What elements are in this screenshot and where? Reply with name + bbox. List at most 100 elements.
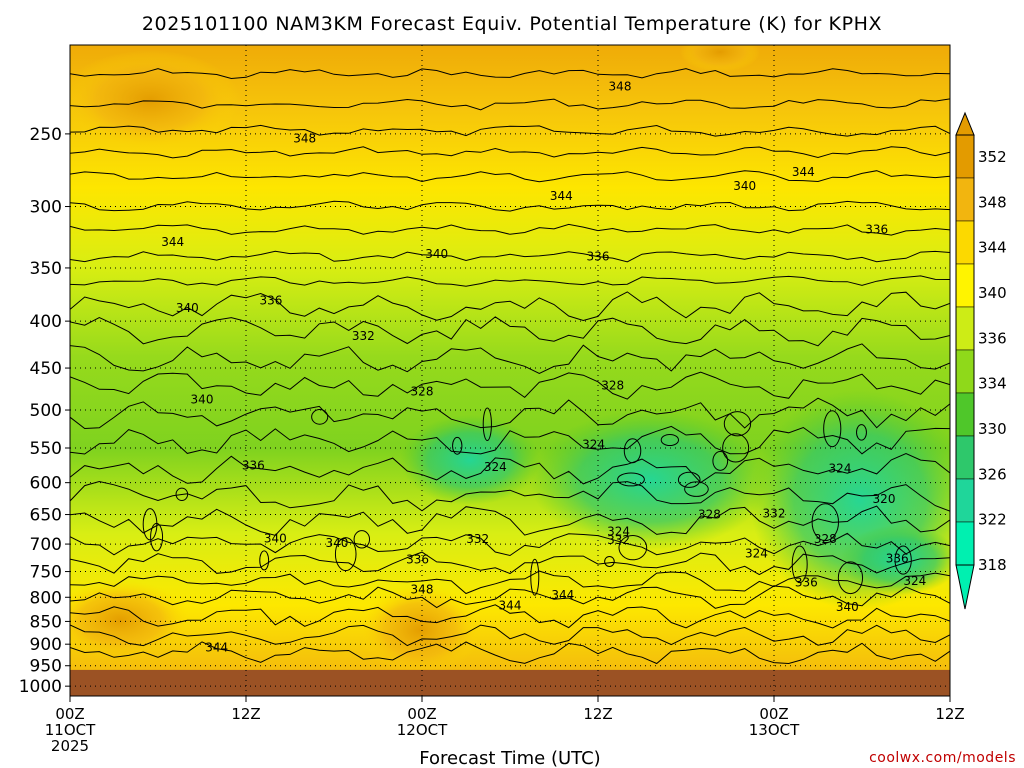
contour-label: 332 (607, 533, 630, 547)
y-tick-label: 450 (30, 359, 62, 379)
colorbar-segment (955, 349, 975, 394)
contour-label: 328 (814, 532, 837, 546)
credit-link[interactable]: coolwx.com/models (869, 750, 1016, 766)
y-tick-label: 250 (30, 125, 62, 145)
contour-label: 324 (903, 574, 926, 588)
contour-label: 340 (191, 393, 214, 407)
y-tick-label: 700 (30, 535, 62, 555)
colorbar-label: 334 (978, 375, 1007, 393)
contour-label: 328 (601, 378, 624, 392)
contour-label: 340 (176, 301, 199, 315)
contour-label: 340 (264, 531, 287, 545)
colorbar-segment (955, 392, 975, 437)
contour-line (70, 532, 950, 557)
contour-label: 344 (551, 588, 574, 602)
contour-line (70, 452, 950, 485)
contour-cell (259, 550, 270, 571)
contour-line (70, 250, 950, 263)
contour-line (70, 641, 950, 665)
colorbar-label: 336 (978, 329, 1007, 347)
contour-label: 332 (763, 506, 786, 520)
plot-area: 348 348 344 340 344 336 344 340 336 336 340 332 328 3… (70, 45, 950, 696)
contour-cell (482, 407, 492, 442)
contour-label: 344 (205, 640, 228, 654)
x-tick-label: 12Z (231, 705, 260, 723)
contour-label: 328 (698, 508, 721, 522)
contour-line (70, 570, 950, 595)
colorbar-segment (955, 306, 975, 351)
contour-cell (712, 451, 729, 471)
warm-region (70, 50, 240, 150)
contour-line (70, 371, 950, 400)
contour-label: 336 (795, 576, 818, 590)
contour-label: 336 (587, 249, 610, 263)
contour-cell (142, 508, 158, 541)
contour-label: 344 (499, 599, 522, 613)
contour-cell (660, 433, 680, 447)
contour-label: 340 (425, 247, 448, 261)
x-tick-label: 00Z (407, 705, 436, 723)
contour-label: 344 (792, 165, 815, 179)
contour-line (70, 425, 950, 455)
y-tick-label: 300 (30, 198, 62, 218)
contour-cell (791, 545, 808, 584)
contour-cell (837, 561, 864, 595)
contour-line (70, 200, 950, 212)
contour-label: 348 (411, 583, 434, 597)
contour-cell (311, 409, 329, 425)
contour-label: 336 (259, 294, 282, 308)
contour-lines (70, 68, 950, 665)
contour-cell (811, 503, 840, 542)
contour-line (70, 505, 950, 536)
y-tick-label: 400 (30, 312, 62, 332)
colorbar-segment (955, 478, 975, 523)
contour-line (70, 146, 950, 159)
x-tick-sublabel: 11OCT (45, 721, 96, 739)
ground (70, 669, 950, 696)
contour-cell (677, 471, 701, 488)
x-tick-label: 12Z (583, 705, 612, 723)
colorbar-segment (955, 263, 975, 308)
y-tick-label: 900 (30, 635, 62, 655)
cool-region (400, 415, 540, 505)
colorbar-frame (955, 134, 975, 566)
colorbar-label: 344 (978, 239, 1007, 257)
contour-label: 336 (865, 223, 888, 237)
contour-label: 340 (836, 600, 859, 614)
contour-cell (623, 438, 642, 464)
contour-label: 344 (550, 189, 573, 203)
plot-frame (69, 44, 951, 697)
y-tick-label: 350 (30, 259, 62, 279)
contour-label: 336 (886, 552, 909, 566)
colorbar-label: 348 (978, 193, 1007, 211)
y-tick-label: 850 (30, 612, 62, 632)
contour-line (70, 275, 950, 287)
x-tick-sublabel: 2025 (51, 737, 89, 755)
contour-line (70, 585, 950, 609)
colorbar-label: 326 (978, 465, 1007, 483)
y-tick-label: 500 (30, 401, 62, 421)
contour-label: 340 (325, 536, 348, 550)
y-tick-label: 1000 (19, 677, 62, 697)
colorbar-segment (955, 521, 975, 566)
y-tick-label: 550 (30, 439, 62, 459)
contour-cell (618, 535, 648, 561)
y-tick-label: 650 (30, 506, 62, 526)
y-axis: 250 300 350 400 450 500 550 600 650 700 750 800 850 9… (19, 125, 70, 697)
contour-cell (452, 436, 463, 455)
contour-line (70, 624, 950, 647)
colorbar-segment (955, 435, 975, 480)
colorbar-extend-top (955, 111, 975, 136)
colorbar-segment (955, 220, 975, 265)
contour-line (70, 480, 950, 512)
y-tick-label: 950 (30, 657, 62, 677)
contour-labels: 348 348 344 340 344 336 344 340 336 336 340 332 328 3… (161, 80, 926, 655)
contour-line (70, 604, 950, 629)
contour-line (70, 98, 950, 111)
contour-line (70, 291, 950, 322)
colorbar: 352 348 344 340 336 334 330 326 322 318 (955, 111, 1007, 610)
contour-line (70, 551, 950, 576)
colorbar-extend-bottom (955, 564, 975, 610)
contour-line (70, 170, 950, 183)
